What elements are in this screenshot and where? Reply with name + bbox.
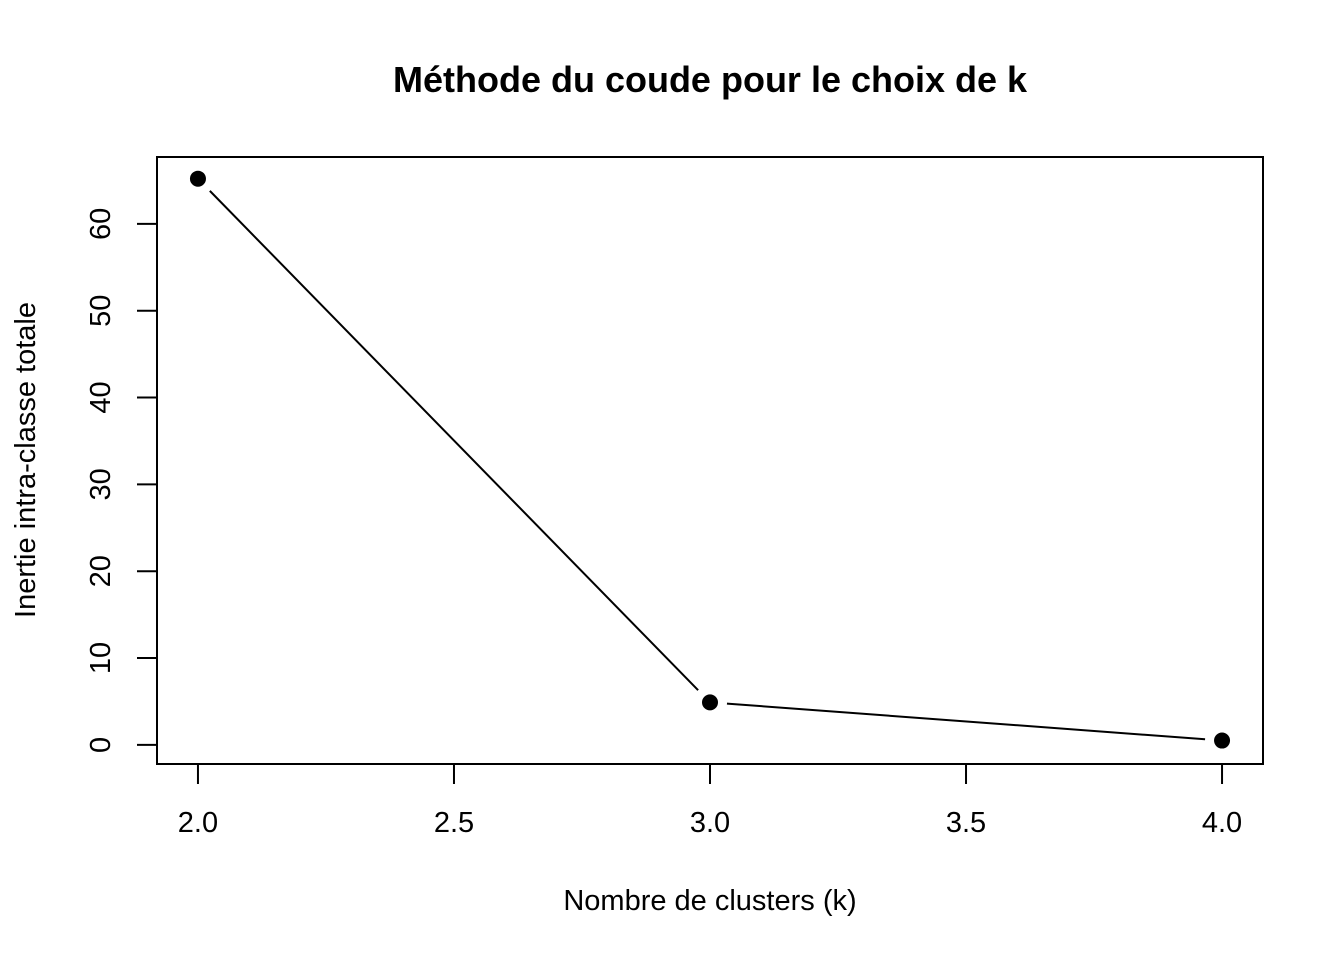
x-axis-label: Nombre de clusters (k) (563, 885, 856, 917)
x-tick-label: 2.0 (178, 807, 218, 839)
y-tick-label: 10 (85, 642, 117, 674)
x-axis: 2.0 2.5 3.0 3.5 4.0 (178, 763, 1242, 839)
x-tick-label: 3.5 (946, 807, 986, 839)
x-tick-label: 2.5 (434, 807, 474, 839)
series-points (189, 170, 1231, 749)
y-tick-label: 20 (85, 555, 117, 587)
y-tick-label: 0 (85, 737, 117, 753)
series-segment (209, 190, 699, 691)
y-axis: 0 10 20 30 40 50 60 (85, 208, 158, 753)
data-point (702, 694, 718, 711)
series-lines (209, 190, 1206, 741)
x-tick-label: 3.0 (690, 807, 730, 839)
series-segment (726, 702, 1206, 741)
y-tick-label: 30 (85, 468, 117, 500)
y-tick-label: 40 (85, 381, 117, 413)
y-tick-label: 50 (85, 295, 117, 327)
y-axis-label: Inertie intra-classe totale (10, 302, 42, 618)
plot-frame (156, 156, 1264, 765)
x-tick-label: 4.0 (1202, 807, 1242, 839)
y-tick-label: 60 (85, 208, 117, 240)
data-point (189, 170, 206, 187)
chart-title: Méthode du coude pour le choix de k (393, 59, 1028, 100)
data-point (1214, 732, 1231, 749)
